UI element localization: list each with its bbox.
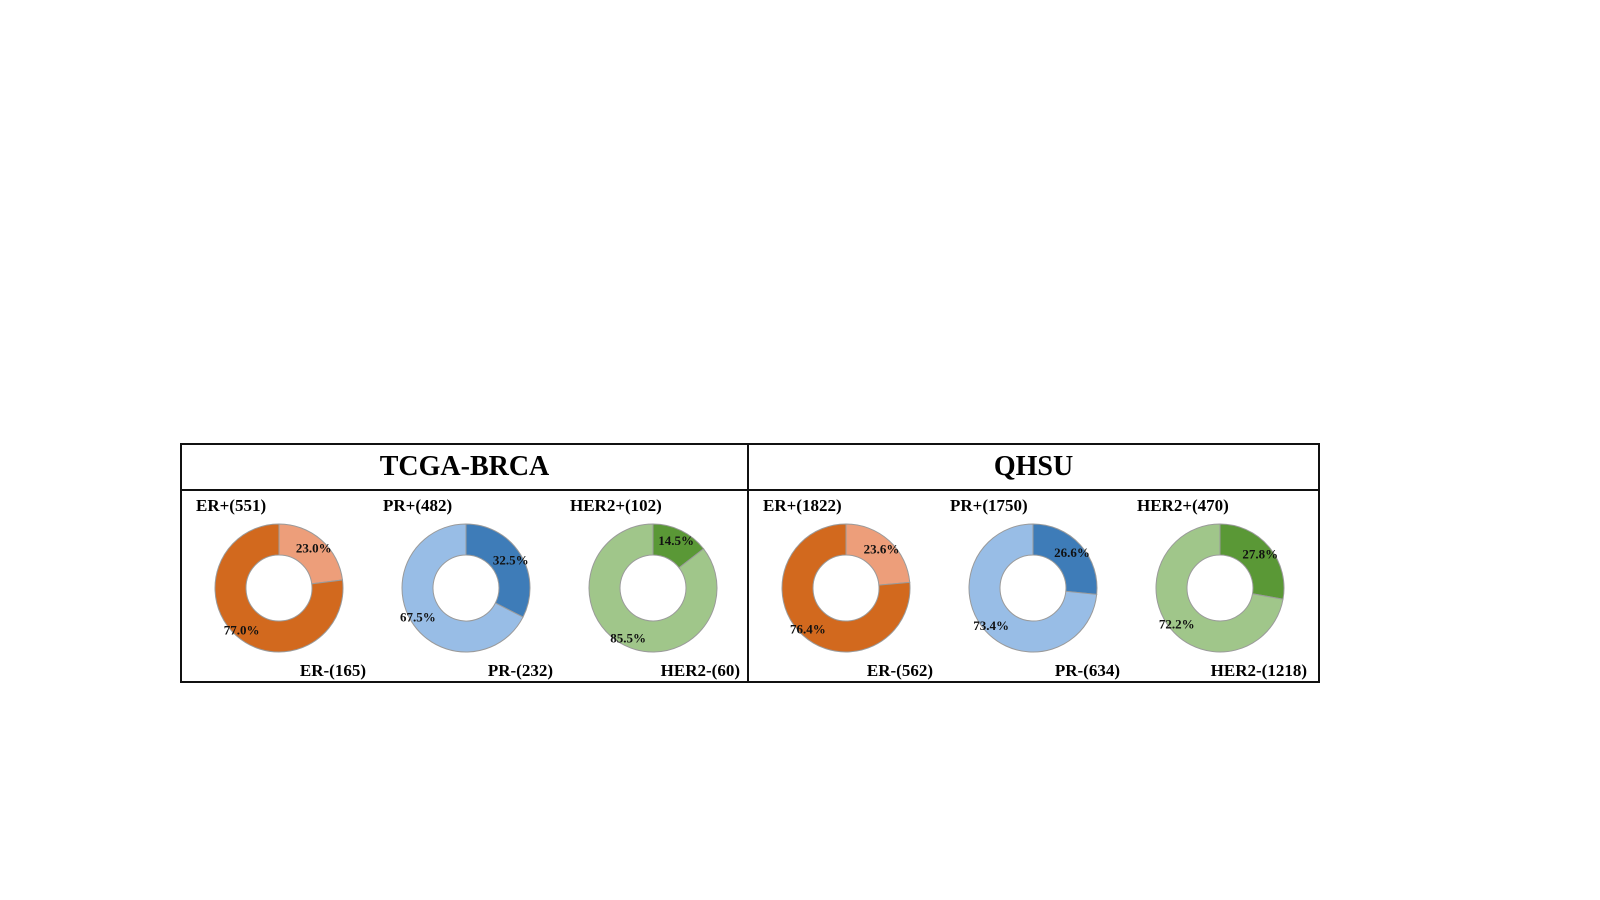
slice-negative (968, 523, 1098, 653)
positive-label: HER2+(102) (570, 496, 662, 515)
negative-label: HER2-(1218) (1210, 661, 1307, 680)
slice-negative (1155, 523, 1284, 653)
slice-value-label: 77.0% (224, 622, 260, 637)
donut-svg: 14.5% 85.5% (588, 523, 718, 653)
panel-qhsu: QHSU ER+(1822) 23.6% 76.4% ER-(562) PR+(1750… (749, 443, 1320, 683)
slice-value-label: 26.6% (1054, 545, 1090, 560)
positive-label: PR+(482) (383, 496, 453, 515)
negative-label: PR-(634) (1054, 661, 1120, 680)
donut-svg: 26.6% 73.4% (968, 523, 1098, 653)
positive-label: PR+(1750) (950, 496, 1028, 515)
negative-label: PR-(232) (487, 661, 553, 680)
slice-value-label: 32.5% (493, 553, 529, 568)
figure: TCGA-BRCA ER+(551) 23.0% 77.0% ER-(165) PR+(… (180, 443, 1320, 683)
slice-value-label: 23.6% (864, 541, 900, 556)
panel-title: QHSU (749, 445, 1318, 491)
slice-negative (588, 523, 718, 653)
donut-pr: PR+(482) 32.5% 67.5% PR-(232) (371, 493, 561, 683)
panel-title: TCGA-BRCA (182, 445, 747, 491)
donut-her2: HER2+(470) 27.8% 72.2% HER2-(1218) (1125, 493, 1315, 683)
slice-negative (781, 523, 911, 653)
slice-value-label: 23.0% (296, 541, 332, 556)
donut-svg: 32.5% 67.5% (400, 523, 531, 653)
negative-label: ER-(562) (866, 661, 933, 680)
slice-value-label: 67.5% (400, 610, 436, 625)
panel-tcga-brca: TCGA-BRCA ER+(551) 23.0% 77.0% ER-(165) PR+(… (180, 443, 749, 683)
donut-pr: PR+(1750) 26.6% 73.4% PR-(634) (938, 493, 1128, 683)
slice-positive (465, 523, 531, 618)
slice-value-label: 76.4% (790, 622, 826, 637)
donut-her2: HER2+(102) 14.5% 85.5% HER2-(60) (558, 493, 748, 683)
negative-label: ER-(165) (299, 661, 366, 680)
donut-er: ER+(1822) 23.6% 76.4% ER-(562) (751, 493, 941, 683)
positive-label: ER+(1822) (763, 496, 842, 515)
positive-label: HER2+(470) (1137, 496, 1229, 515)
slice-value-label: 27.8% (1242, 546, 1278, 561)
slice-value-label: 85.5% (610, 631, 646, 646)
donut-svg: 23.6% 76.4% (781, 523, 911, 653)
positive-label: ER+(551) (196, 496, 267, 515)
slice-negative (214, 523, 344, 653)
donut-er: ER+(551) 23.0% 77.0% ER-(165) (184, 493, 374, 683)
negative-label: HER2-(60) (660, 661, 740, 680)
slice-positive (1219, 523, 1285, 600)
slice-positive (1032, 523, 1098, 595)
slice-value-label: 72.2% (1159, 616, 1195, 631)
donut-svg: 27.8% 72.2% (1155, 523, 1285, 653)
slice-value-label: 14.5% (658, 533, 694, 548)
slice-negative (401, 523, 524, 653)
donut-svg: 23.0% 77.0% (214, 523, 344, 653)
slice-value-label: 73.4% (973, 618, 1009, 633)
